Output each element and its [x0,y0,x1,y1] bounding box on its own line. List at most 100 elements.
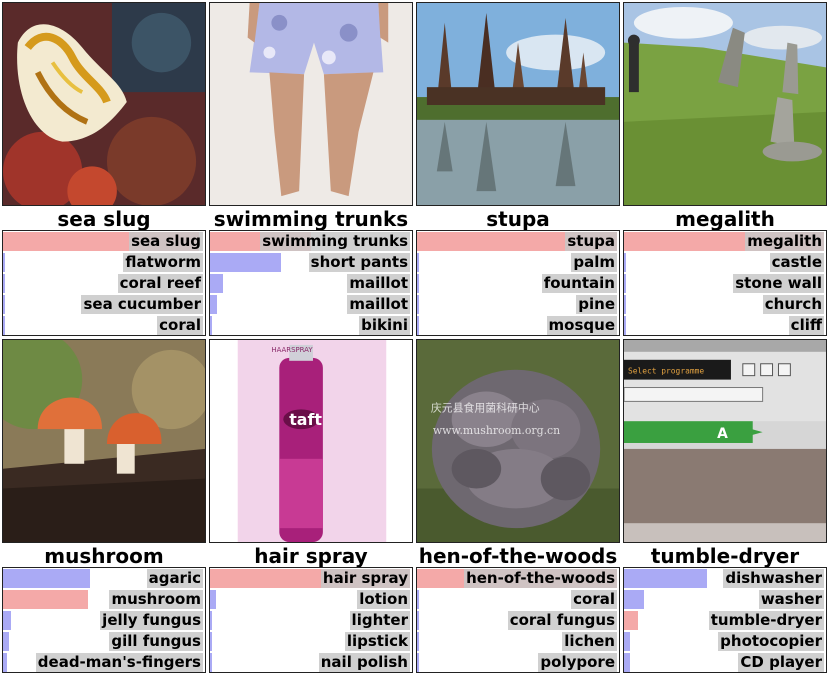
prediction-label: sea cucumber [81,295,203,314]
prediction-row: sea cucumber [3,294,205,315]
prediction-label: jelly fungus [100,611,203,630]
prediction-panel: dishwasher washer tumble-dryer photocopier C… [623,567,827,673]
prediction-row: CD player [624,652,826,672]
prediction-panel: agaric mushroom jelly fungus gill fungus dea… [2,567,206,673]
prediction-label: washer [758,590,824,609]
prediction-score-bar [210,295,217,314]
prediction-label: mushroom [109,590,203,609]
ground-truth-score-bar [3,590,88,609]
prediction-label: dead-man's-fingers [35,653,203,672]
prediction-label: CD player [738,653,824,672]
prediction-score-bar [3,569,90,588]
stupa-photo [416,2,620,206]
prediction-label: coral [157,316,203,335]
prediction-panel: stupa palm fountain pine mosque [416,230,620,336]
cell-title: tumble-dryer [650,544,800,568]
prediction-row: dishwasher [624,568,826,589]
cell-title: megalith [675,207,775,231]
prediction-label: palm [571,253,617,272]
prediction-row: maillot [210,294,412,315]
hair-spray-photo: HAARSPRAY taft [209,339,413,543]
prediction-row: lipstick [210,631,412,652]
prediction-row: nail polish [210,652,412,672]
prediction-label: megalith [745,232,824,251]
prediction-label: lighter [349,611,410,630]
prediction-row: swimming trunks [210,231,412,252]
prediction-row: stupa [417,231,619,252]
prediction-row: hair spray [210,568,412,589]
prediction-score-bar [624,569,707,588]
prediction-score-bar [210,274,223,293]
prediction-label: bikini [359,316,410,335]
prediction-label: sea slug [129,232,203,251]
prediction-label: mosque [546,316,617,335]
prediction-score-bar [417,295,419,314]
prediction-row: dead-man's-fingers [3,652,205,672]
watermark-line-1: 庆元县食用菌科研中心 [431,400,540,414]
prediction-label: lichen [562,632,617,651]
prediction-score-bar [3,632,9,651]
mushroom-photo [2,339,206,543]
prediction-row: palm [417,252,619,273]
prediction-row: tumble-dryer [624,610,826,631]
cell-title: mushroom [44,544,164,568]
prediction-row: washer [624,589,826,610]
ground-truth-score-bar [624,611,638,630]
prediction-label: coral reef [117,274,203,293]
prediction-score-bar [417,611,419,630]
prediction-score-bar [3,611,11,630]
prediction-score-bar [624,590,644,609]
prediction-label: maillot [347,274,410,293]
prediction-row: short pants [210,252,412,273]
prediction-row: flatworm [3,252,205,273]
prediction-panel: swimming trunks short pants maillot maillot… [209,230,413,336]
prediction-label: fountain [541,274,617,293]
watermark-line-2: www.mushroom.org.cn [433,424,560,437]
prediction-label: short pants [308,253,410,272]
prediction-row: agaric [3,568,205,589]
prediction-score-bar [210,590,216,609]
prediction-score-bar [3,653,7,672]
prediction-score-bar [417,590,419,609]
prediction-score-bar [3,274,5,293]
prediction-row: coral reef [3,273,205,294]
prediction-score-bar [417,632,419,651]
prediction-score-bar [3,316,5,335]
prediction-label: coral [571,590,617,609]
prediction-row: coral fungus [417,610,619,631]
prediction-label: castle [769,253,824,272]
prediction-score-bar [417,653,419,672]
prediction-label: church [762,295,824,314]
prediction-panel: hair spray lotion lighter lipstick nail poli… [209,567,413,673]
prediction-label: tumble-dryer [708,611,824,630]
prediction-row: fountain [417,273,619,294]
prediction-row: photocopier [624,631,826,652]
prediction-panel: sea slug flatworm coral reef sea cucumber co… [2,230,206,336]
prediction-row: church [624,294,826,315]
swimming-trunks-photo [209,2,413,206]
prediction-label: stupa [565,232,617,251]
prediction-score-bar [210,653,212,672]
prediction-row: megalith [624,231,826,252]
prediction-row: polypore [417,652,619,672]
prediction-row: lighter [210,610,412,631]
prediction-row: castle [624,252,826,273]
prediction-row: cliff [624,315,826,335]
prediction-row: mushroom [3,589,205,610]
prediction-row: jelly fungus [3,610,205,631]
prediction-score-bar [3,253,5,272]
prediction-score-bar [624,632,630,651]
prediction-score-bar [210,253,281,272]
prediction-score-bar [210,316,212,335]
tumble-dryer-photo: Select programme A [623,339,827,543]
cell-title: hair spray [254,544,368,568]
prediction-label: nail polish [318,653,410,672]
prediction-row: coral [417,589,619,610]
prediction-row: lotion [210,589,412,610]
cell-title: stupa [486,207,550,231]
prediction-panel: megalith castle stone wall church cliff [623,230,827,336]
prediction-label: hen-of-the-woods [464,569,617,588]
prediction-label: flatworm [123,253,203,272]
prediction-row: hen-of-the-woods [417,568,619,589]
prediction-panel: hen-of-the-woods coral coral fungus lichen p… [416,567,620,673]
